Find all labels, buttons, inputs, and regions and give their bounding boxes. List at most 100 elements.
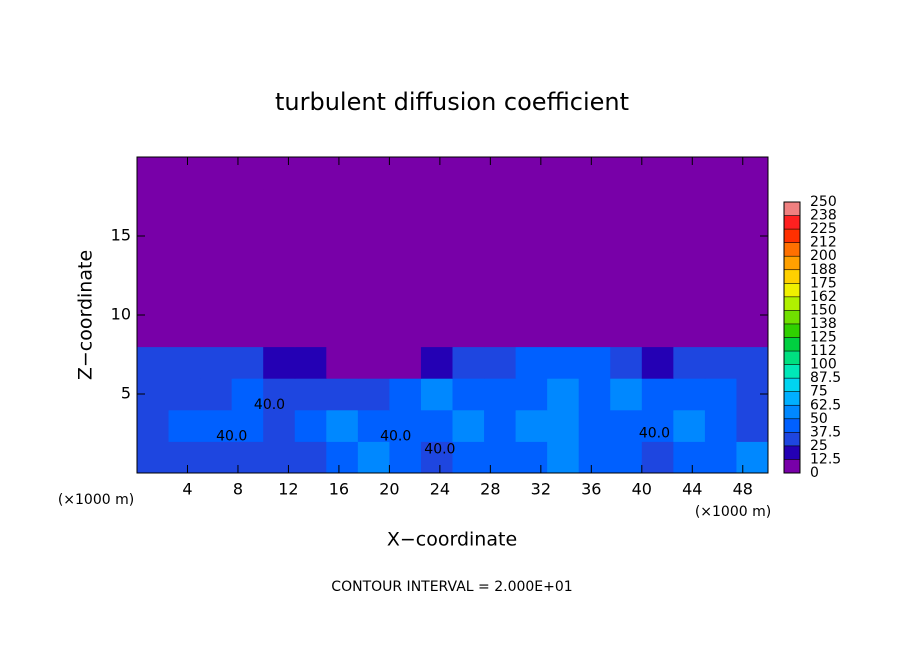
heat-cell [357,346,390,379]
colorbar-tick-label: 75 [810,384,828,400]
heat-cell [263,220,296,253]
heat-cell [452,283,485,316]
heat-cell [137,409,170,442]
heat-cell [168,378,201,411]
heat-cell [610,251,643,284]
heat-cell [294,157,327,190]
heat-cell [420,346,453,379]
heat-cell [263,188,296,221]
heat-cell [137,188,170,221]
heat-cell [326,441,359,474]
heat-cell [704,441,737,474]
heat-cell [578,315,611,348]
heat-cell [547,283,580,316]
heat-cell [294,220,327,253]
heat-cell [673,315,706,348]
colorbar-band [784,310,800,324]
heat-cell [137,315,170,348]
heat-cell [673,409,706,442]
colorbar-tick-label: 225 [810,221,837,237]
heat-cell [294,409,327,442]
colorbar-tick-label: 188 [810,262,837,278]
heat-cell [641,188,674,221]
heat-cell [704,251,737,284]
heat-cell [704,283,737,316]
x-axis-label: X−coordinate [387,529,517,551]
heat-cell [200,251,233,284]
heat-cell [736,188,769,221]
heat-cell [294,283,327,316]
footer-note: CONTOUR INTERVAL = 2.000E+01 [331,579,572,595]
colorbar-band [784,418,800,433]
heat-cell [326,188,359,221]
heat-cell [484,378,517,411]
heat-cell [484,346,517,379]
colorbar-tick-label: 175 [810,275,837,291]
heat-cell [357,251,390,284]
heat-cell [231,409,264,442]
heat-cell [641,315,674,348]
heat-cell [641,409,674,442]
heat-cell [137,283,170,316]
heat-cell [420,315,453,348]
heat-cell [357,378,390,411]
colorbar-tick-label: 200 [810,248,837,264]
heat-cell [641,346,674,379]
colorbar-band [784,351,800,365]
heat-cell [578,188,611,221]
x-tick-label: 28 [480,480,500,499]
heat-cell [452,378,485,411]
colorbar-band [784,256,800,270]
x-tick-label: 8 [233,480,243,499]
heat-cell [578,409,611,442]
heat-cell [200,378,233,411]
heat-cell [547,378,580,411]
colorbar-tick-label: 87.5 [810,370,841,386]
heat-cell [452,220,485,253]
heat-cell [263,441,296,474]
colorbar-band [784,215,800,230]
heat-cell [578,283,611,316]
heat-cell [168,409,201,442]
heat-cell [389,315,422,348]
heat-cell [484,441,517,474]
heat-cell [736,157,769,190]
heat-cell [389,409,422,442]
heat-cell [357,220,390,253]
colorbar-band [784,445,800,460]
heat-cell [610,188,643,221]
heat-cell [484,188,517,221]
x-tick-label: 4 [182,480,192,499]
heat-cell [673,441,706,474]
heat-cell [578,378,611,411]
heat-cell [515,157,548,190]
colorbar-band [784,364,800,379]
heat-cell [326,409,359,442]
heat-cell [578,346,611,379]
heat-cell [231,315,264,348]
heat-cell [515,409,548,442]
heat-cell [515,315,548,348]
colorbar-band [784,296,800,311]
heat-cell [263,251,296,284]
colorbar-tick-label: 0 [810,465,819,481]
heat-cell [231,157,264,190]
heat-cell [704,188,737,221]
heat-cell [673,346,706,379]
heat-cell [515,283,548,316]
heat-cell [389,346,422,379]
colorbar-tick-label: 112 [810,343,837,359]
heat-cell [294,346,327,379]
heat-cell [452,188,485,221]
heat-cell [484,157,517,190]
heat-cell [263,283,296,316]
heat-cell [137,441,170,474]
x-tick-label: 40 [632,480,652,499]
heat-cell [736,315,769,348]
heat-cell [420,283,453,316]
heat-cell [263,346,296,379]
colorbar-tick-label: 100 [810,357,837,373]
heat-cell [326,378,359,411]
heat-cell [263,378,296,411]
x-tick-label: 12 [278,480,298,499]
